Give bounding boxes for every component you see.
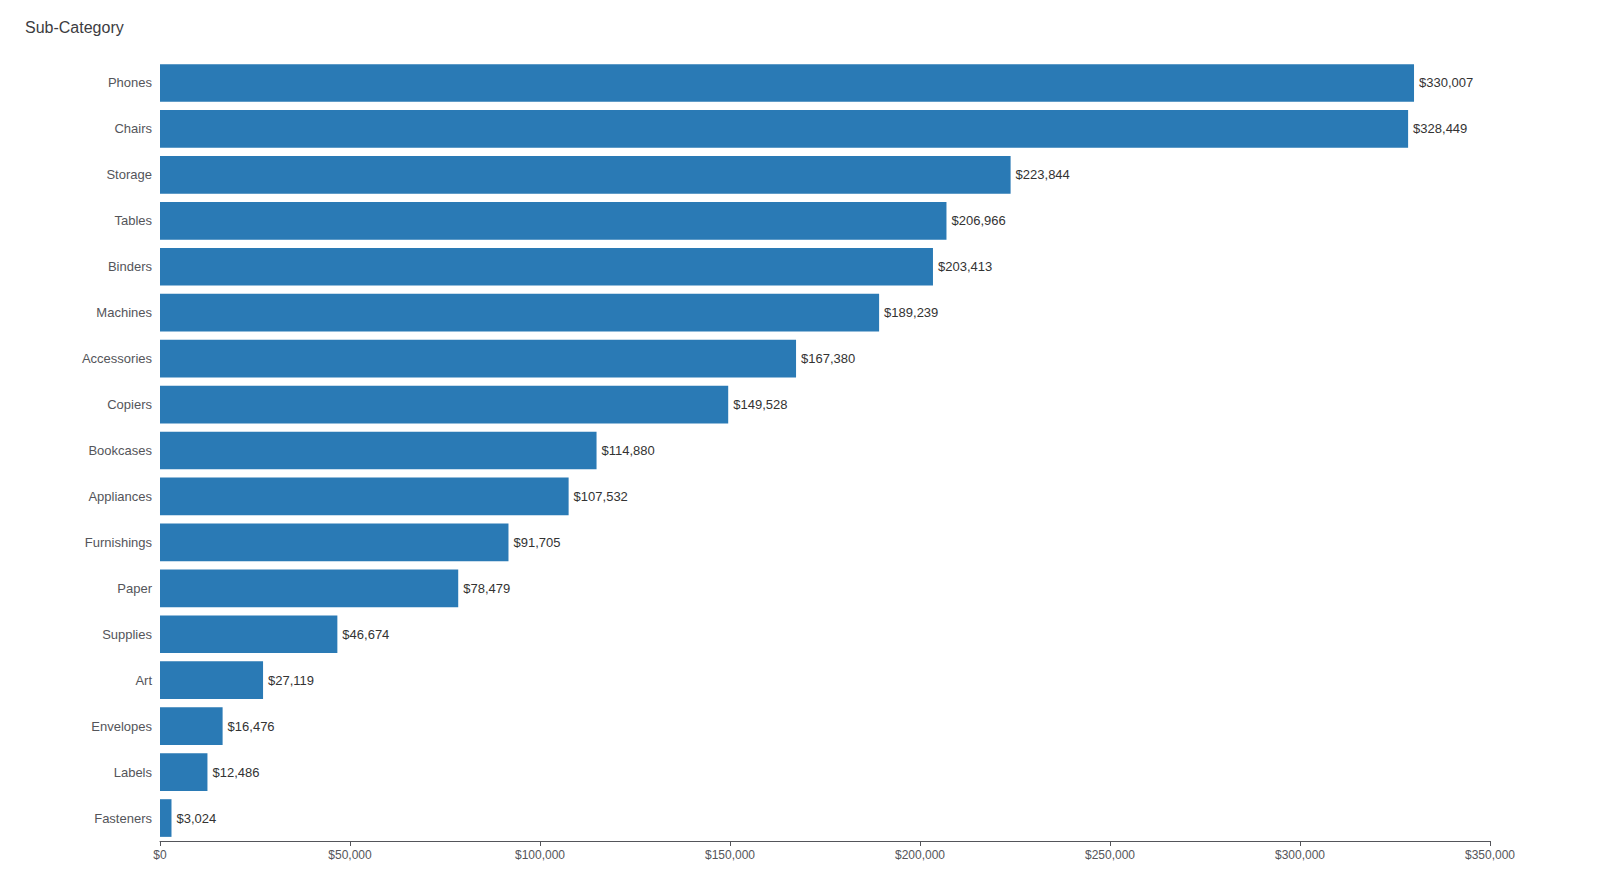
svg-text:$100,000: $100,000 xyxy=(515,848,565,862)
svg-text:Labels: Labels xyxy=(114,765,153,780)
svg-text:$107,532: $107,532 xyxy=(574,489,628,504)
svg-text:Storage: Storage xyxy=(106,167,152,182)
svg-text:Appliances: Appliances xyxy=(88,489,152,504)
svg-text:Paper: Paper xyxy=(117,581,152,596)
svg-text:Envelopes: Envelopes xyxy=(91,719,152,734)
svg-text:Accessories: Accessories xyxy=(82,351,153,366)
svg-text:$46,674: $46,674 xyxy=(342,627,389,642)
svg-text:$167,380: $167,380 xyxy=(801,351,855,366)
svg-text:Machines: Machines xyxy=(96,305,152,320)
svg-text:Phones: Phones xyxy=(108,75,153,90)
svg-text:$223,844: $223,844 xyxy=(1016,167,1070,182)
svg-text:Fasteners: Fasteners xyxy=(94,811,152,826)
svg-text:$203,413: $203,413 xyxy=(938,259,992,274)
svg-text:$206,966: $206,966 xyxy=(951,213,1005,228)
svg-text:$91,705: $91,705 xyxy=(513,535,560,550)
svg-text:Bookcases: Bookcases xyxy=(88,443,152,458)
svg-text:$150,000: $150,000 xyxy=(705,848,755,862)
svg-text:Art: Art xyxy=(135,673,152,688)
svg-text:$350,000: $350,000 xyxy=(1465,848,1515,862)
svg-text:$50,000: $50,000 xyxy=(328,848,372,862)
svg-text:Binders: Binders xyxy=(108,259,153,274)
svg-text:$330,007: $330,007 xyxy=(1419,75,1473,90)
svg-text:Supplies: Supplies xyxy=(102,627,152,642)
svg-text:$200,000: $200,000 xyxy=(895,848,945,862)
svg-text:$149,528: $149,528 xyxy=(733,397,787,412)
svg-text:$16,476: $16,476 xyxy=(228,719,275,734)
svg-text:$250,000: $250,000 xyxy=(1085,848,1135,862)
svg-text:Tables: Tables xyxy=(114,213,152,228)
svg-text:$114,880: $114,880 xyxy=(602,443,655,458)
svg-text:$0: $0 xyxy=(153,848,167,862)
svg-text:$189,239: $189,239 xyxy=(884,305,938,320)
svg-text:$27,119: $27,119 xyxy=(268,673,314,688)
svg-text:Sub-Category: Sub-Category xyxy=(25,19,124,36)
svg-text:Chairs: Chairs xyxy=(114,121,152,136)
svg-text:$3,024: $3,024 xyxy=(176,811,216,826)
svg-text:$328,449: $328,449 xyxy=(1413,121,1467,136)
svg-text:Furnishings: Furnishings xyxy=(85,535,153,550)
svg-text:Copiers: Copiers xyxy=(107,397,152,412)
svg-text:$12,486: $12,486 xyxy=(212,765,259,780)
svg-text:$78,479: $78,479 xyxy=(463,581,510,596)
svg-text:$300,000: $300,000 xyxy=(1275,848,1325,862)
